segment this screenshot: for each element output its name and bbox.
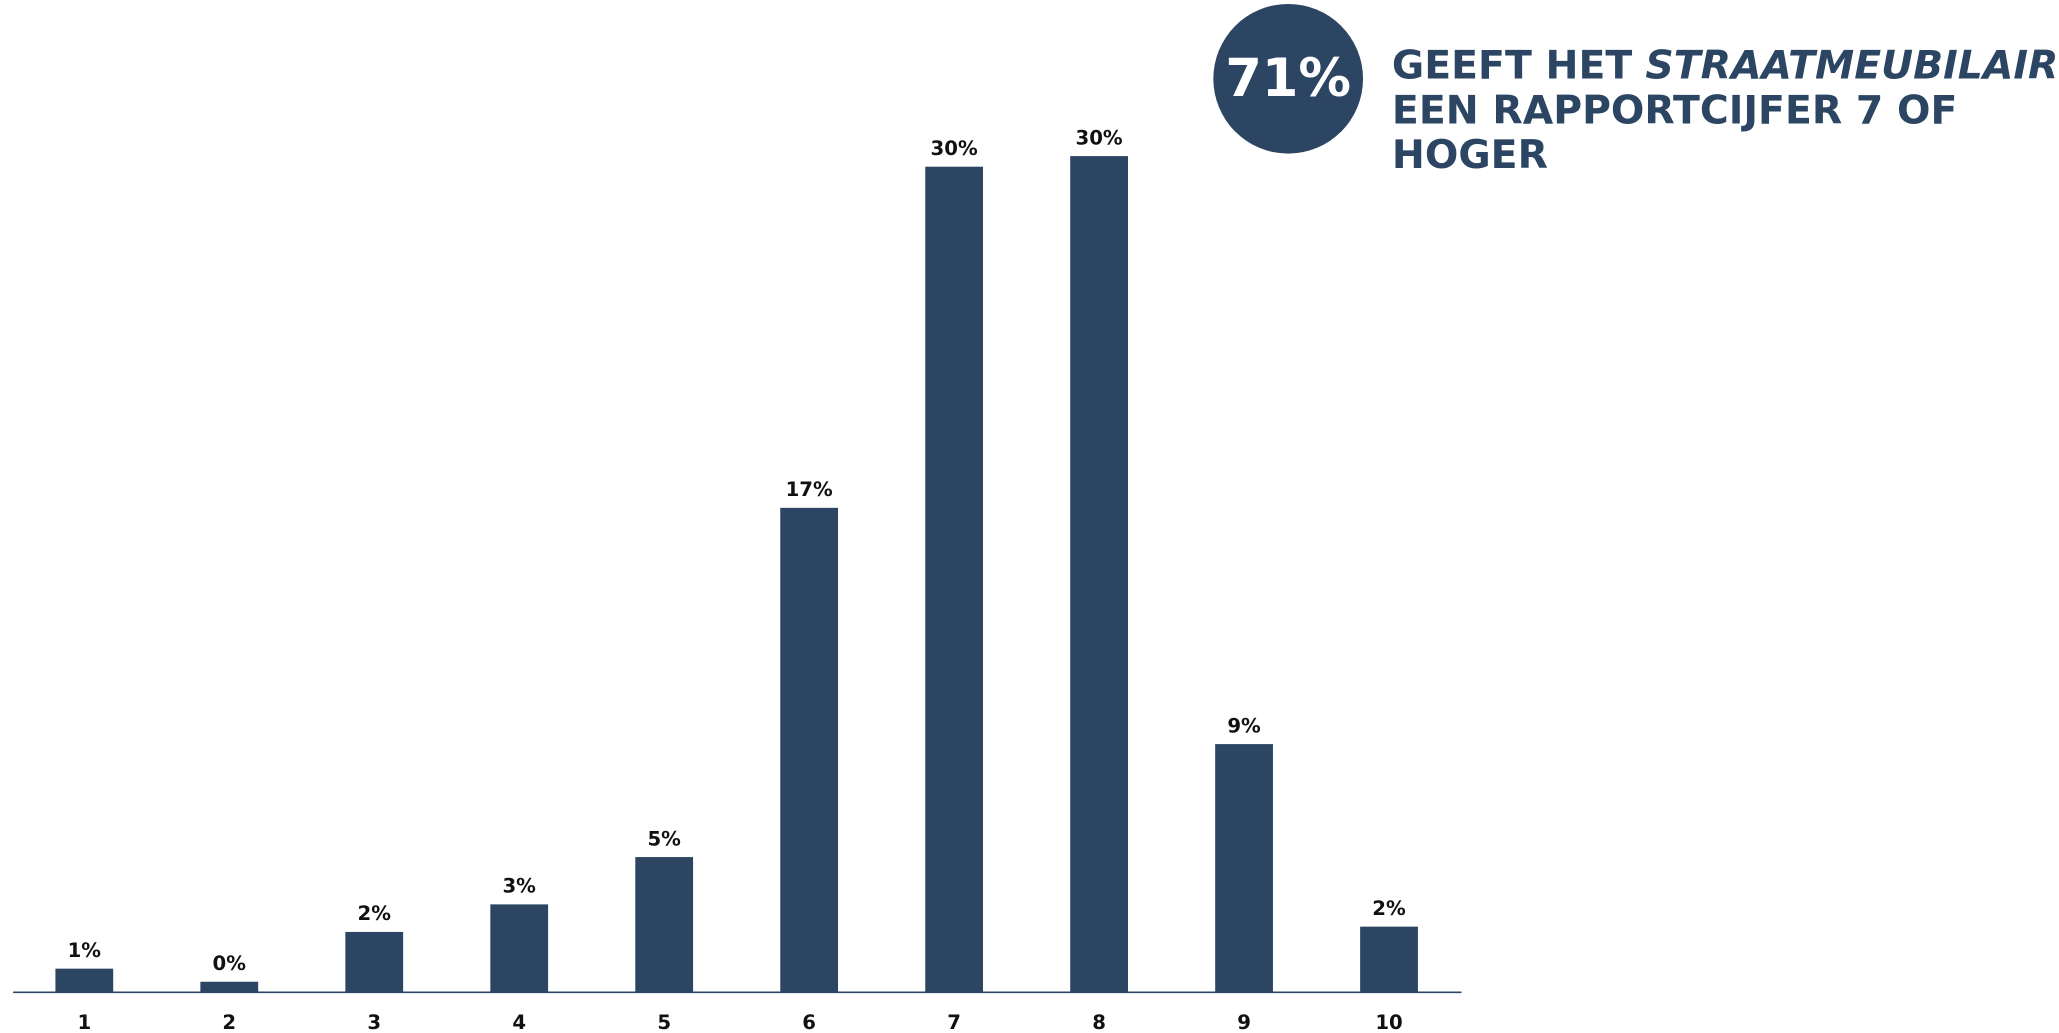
data-label: 17%	[786, 478, 833, 501]
data-label: 30%	[1076, 126, 1123, 149]
data-label: 0%	[213, 952, 247, 975]
headline-part: GEEFT HET	[1392, 43, 1632, 89]
data-label: 5%	[647, 827, 681, 850]
x-tick-label: 6	[802, 1011, 816, 1033]
bar	[925, 166, 984, 993]
data-label: 9%	[1227, 714, 1261, 737]
bar	[1070, 156, 1128, 993]
x-tick-label: 3	[367, 1011, 381, 1033]
x-tick-label: 2	[222, 1011, 236, 1033]
bar	[1360, 926, 1418, 993]
data-label: 2%	[1372, 897, 1406, 920]
bar	[345, 931, 404, 993]
callout-value: 71%	[1225, 48, 1351, 109]
headline-line: EEN RAPPORTCIJFER 7 OF	[1392, 87, 1957, 133]
x-tick-label: 7	[947, 1011, 961, 1033]
data-label: 1%	[68, 939, 102, 962]
bar	[780, 507, 839, 993]
x-tick-label: 10	[1375, 1011, 1402, 1033]
headline-part: EEN RAPPORTCIJFER 7 OF	[1392, 87, 1957, 133]
data-label: 30%	[931, 137, 978, 160]
bar	[200, 981, 259, 993]
x-tick-label: 1	[77, 1011, 91, 1033]
x-tick-label: 9	[1237, 1011, 1251, 1033]
x-tick-label: 8	[1092, 1011, 1106, 1033]
callout-circle	[1213, 3, 1364, 154]
bar	[635, 857, 694, 993]
bar	[1215, 744, 1273, 993]
data-label: 3%	[502, 875, 536, 898]
headline-part: STRAATMEUBILAIR	[1645, 43, 2058, 89]
bar	[55, 968, 114, 993]
x-tick-label: 5	[657, 1011, 671, 1033]
headline-part: HOGER	[1392, 132, 1548, 178]
x-tick-label: 4	[512, 1011, 526, 1033]
headline-line: GEEFT HET STRAATMEUBILAIR	[1392, 43, 2058, 89]
data-label: 2%	[358, 902, 392, 925]
headline-line: HOGER	[1392, 132, 1548, 178]
bar	[490, 904, 549, 993]
